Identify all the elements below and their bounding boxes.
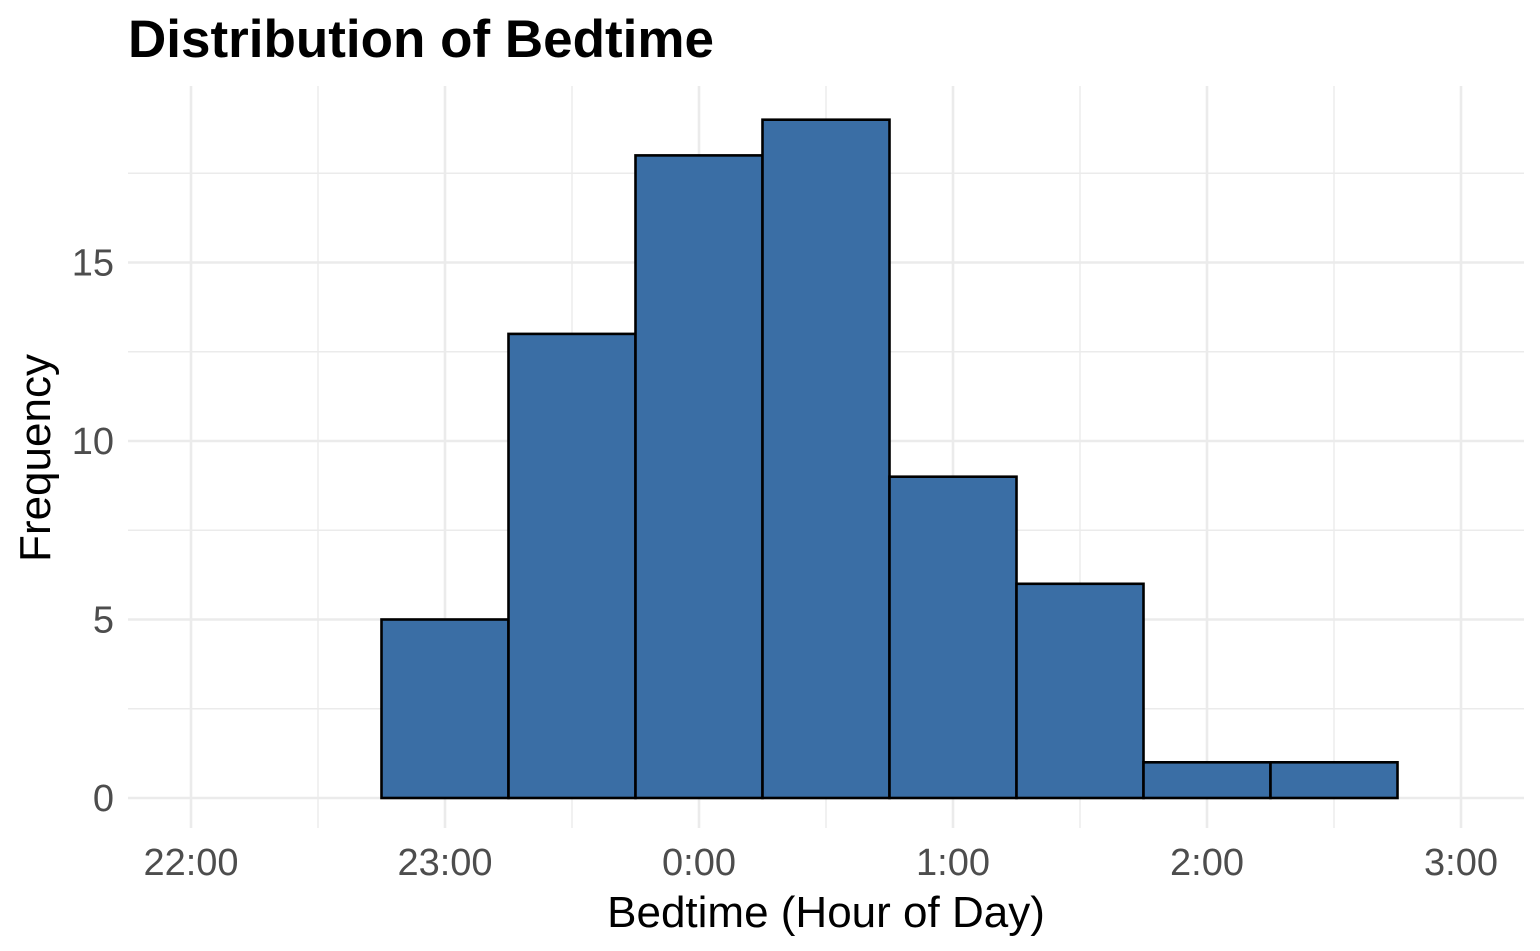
histogram-bar (634, 154, 764, 800)
chart-title: Distribution of Bedtime (128, 10, 714, 69)
histogram-bar (380, 618, 510, 800)
y-tick-label: 5 (93, 600, 114, 642)
y-axis-title: Frequency (11, 354, 60, 562)
y-axis-ticks: 0 5 10 15 (72, 243, 114, 821)
y-tick-label: 15 (72, 243, 114, 285)
histogram-bar (1015, 582, 1145, 800)
histogram-bar (507, 332, 637, 800)
x-tick-label: 23:00 (397, 842, 492, 884)
histogram-bar (1142, 760, 1272, 800)
bars (380, 118, 1399, 800)
x-tick-label: 1:00 (916, 842, 990, 884)
x-tick-label: 2:00 (1170, 842, 1244, 884)
histogram-bar (1269, 760, 1399, 800)
x-tick-label: 3:00 (1424, 842, 1498, 884)
y-tick-label: 0 (93, 778, 114, 820)
y-tick-label: 10 (72, 421, 114, 463)
histogram-bar (761, 118, 891, 800)
x-axis-title: Bedtime (Hour of Day) (607, 888, 1045, 937)
x-axis-ticks: 22:00 23:00 0:00 1:00 2:00 3:00 (143, 842, 1498, 884)
x-tick-label: 0:00 (662, 842, 736, 884)
histogram-bar (888, 475, 1018, 800)
x-tick-label: 22:00 (143, 842, 238, 884)
